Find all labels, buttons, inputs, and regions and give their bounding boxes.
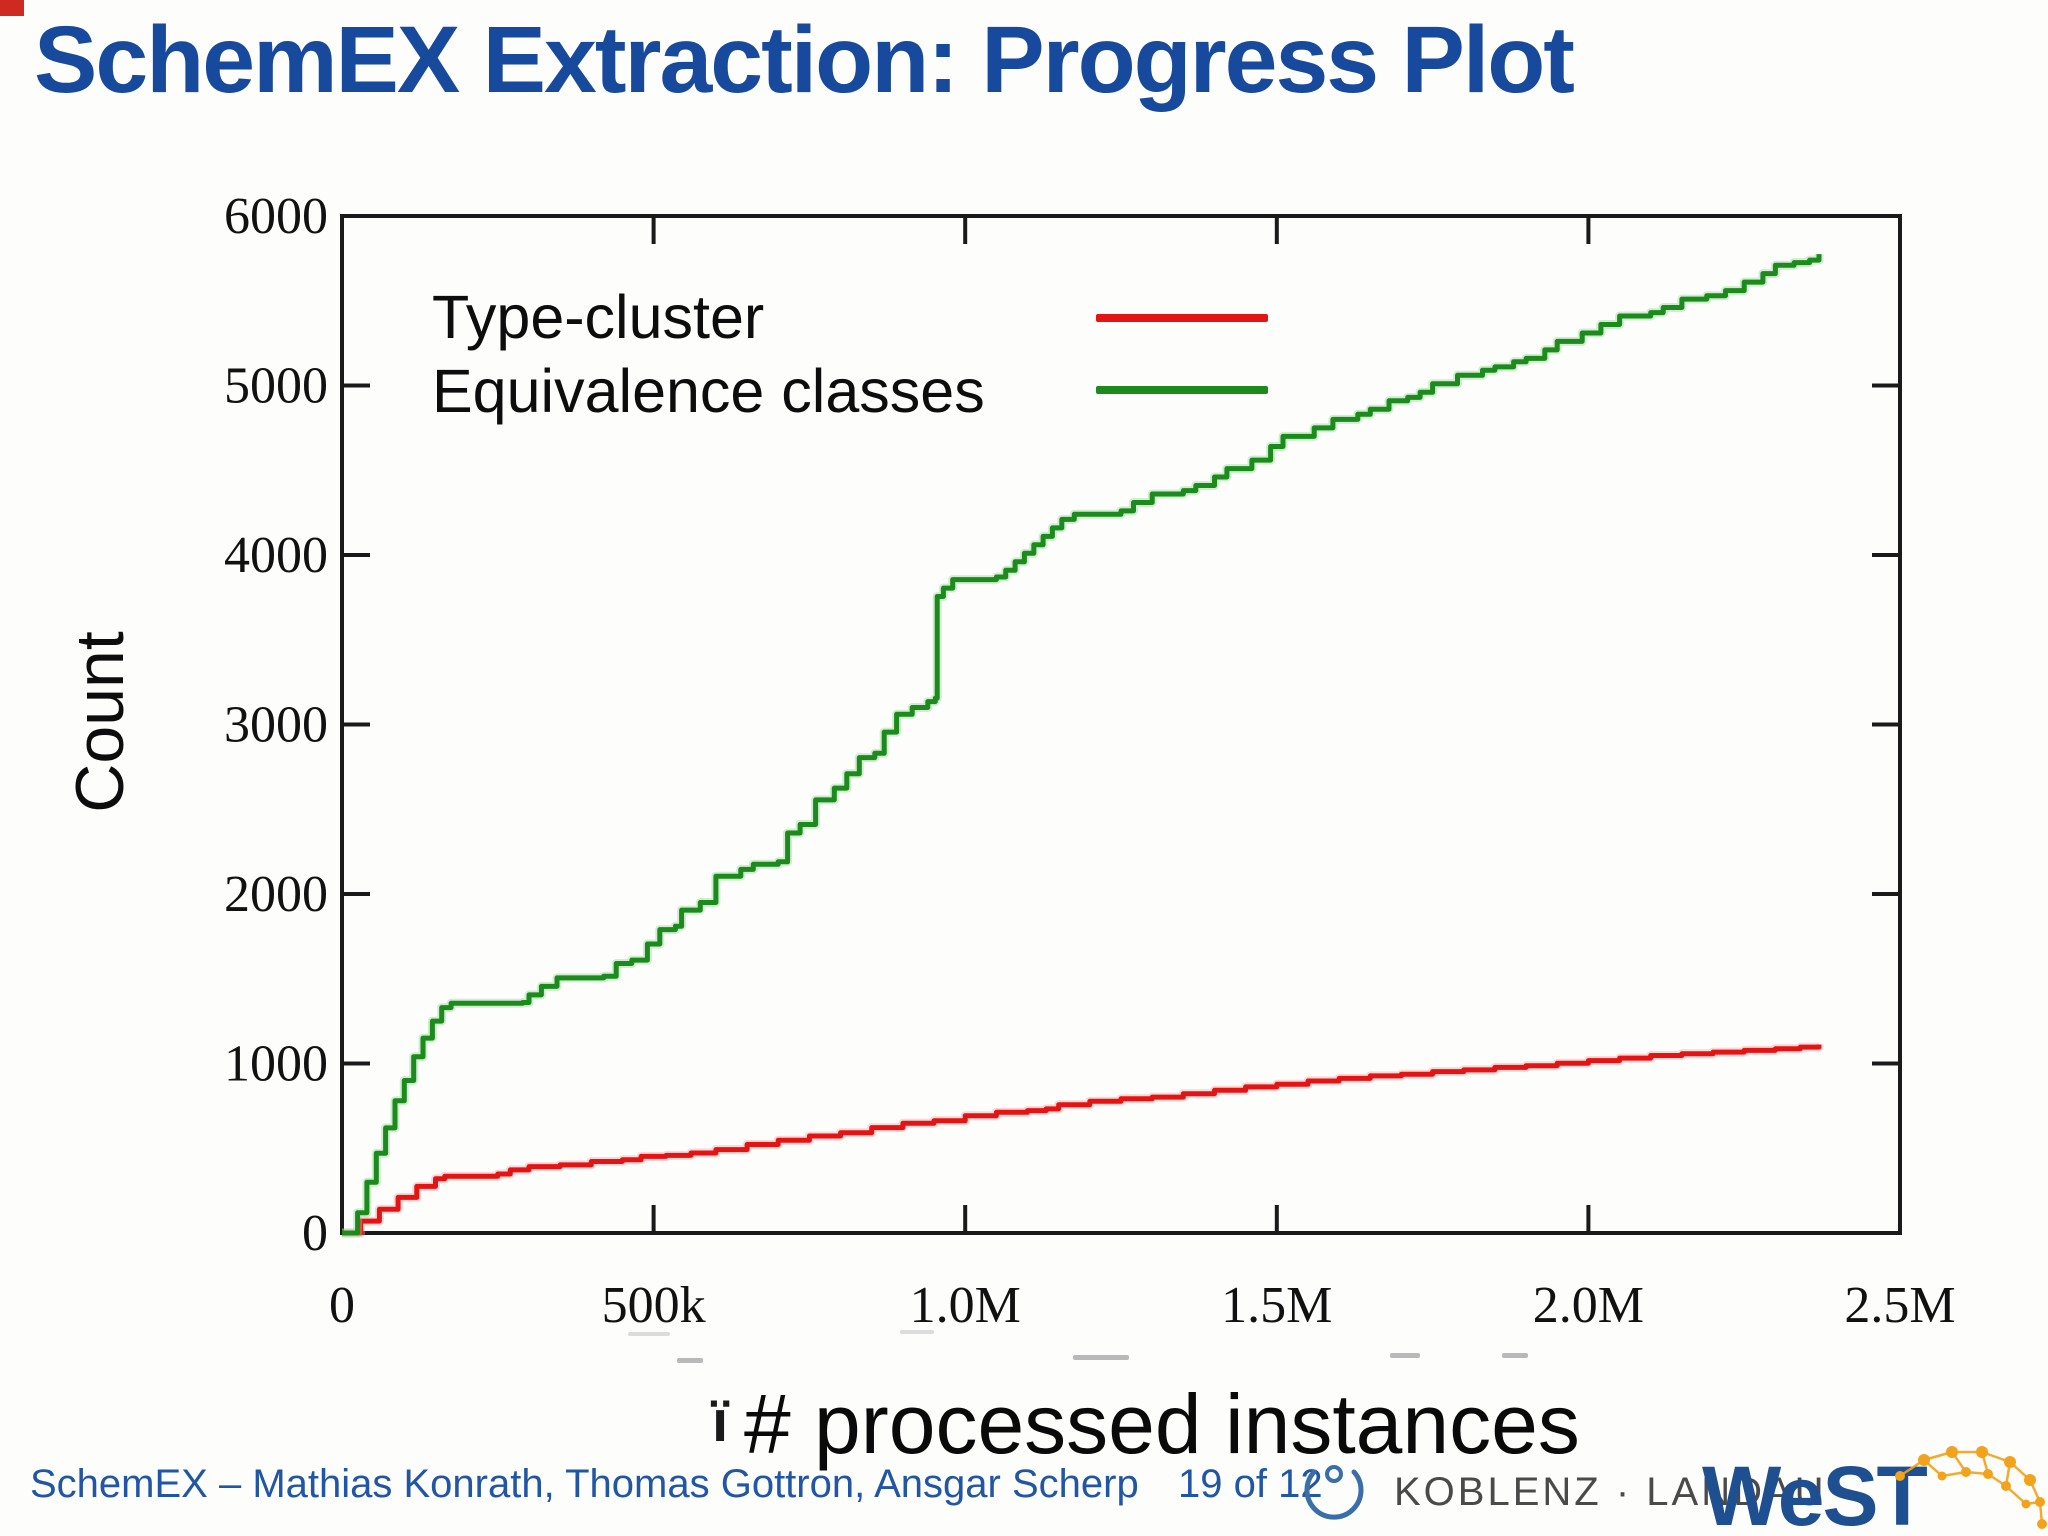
university-name: KOBLENZ · LANDAU <box>1394 1470 1827 1514</box>
legend-swatch-equivalence-classes <box>1096 386 1268 394</box>
hidden-text-remnant <box>1390 1353 1420 1358</box>
y-tick-label: 6000 <box>224 188 328 245</box>
y-tick-label: 3000 <box>224 697 328 754</box>
west-logo: WeST <box>1702 1449 1928 1536</box>
x-tick-label: 0 <box>329 1277 355 1334</box>
x-tick-label: 500k <box>602 1277 706 1334</box>
x-tick-label: 2.5M <box>1844 1277 1955 1334</box>
y-tick-label: 5000 <box>224 358 328 415</box>
hidden-text-remnant <box>677 1358 703 1363</box>
legend-label-type-cluster: Type-cluster <box>432 283 765 351</box>
university-logo-icon <box>1304 1465 1364 1520</box>
stray-glyph-artifact: ï <box>712 1389 729 1454</box>
page-number: 19 of 12 <box>1178 1462 1323 1506</box>
page-title: SchemEX Extraction: Progress Plot <box>34 7 1575 113</box>
screen-corner-artifact <box>0 0 24 16</box>
hidden-text-remnant <box>628 1332 670 1336</box>
legend-swatch-type-cluster <box>1096 314 1268 322</box>
x-tick-label: 1.5M <box>1221 1277 1332 1334</box>
x-tick-label: 1.0M <box>910 1277 1021 1334</box>
series-line-equivalence-classes <box>342 254 1822 1236</box>
hidden-text-remnant <box>1073 1355 1129 1360</box>
series-line-type-cluster <box>342 1044 1822 1236</box>
west-network-graphic <box>1895 1446 2047 1529</box>
hidden-text-remnant <box>900 1330 934 1334</box>
series-halo-type-cluster <box>342 1042 1824 1238</box>
x-axis-title: # processed instances <box>744 1377 1580 1471</box>
y-axis-title: Count <box>62 631 138 813</box>
y-tick-label: 4000 <box>224 527 328 584</box>
legend-label-equivalence-classes: Equivalence classes <box>432 357 985 425</box>
y-tick-label: 0 <box>302 1205 328 1262</box>
x-tick-label: 2.0M <box>1533 1277 1644 1334</box>
y-tick-label: 2000 <box>224 866 328 923</box>
y-tick-label: 1000 <box>224 1036 328 1093</box>
hidden-text-remnant <box>1502 1353 1528 1358</box>
footer-credit: SchemEX – Mathias Konrath, Thomas Gottro… <box>30 1462 1139 1506</box>
